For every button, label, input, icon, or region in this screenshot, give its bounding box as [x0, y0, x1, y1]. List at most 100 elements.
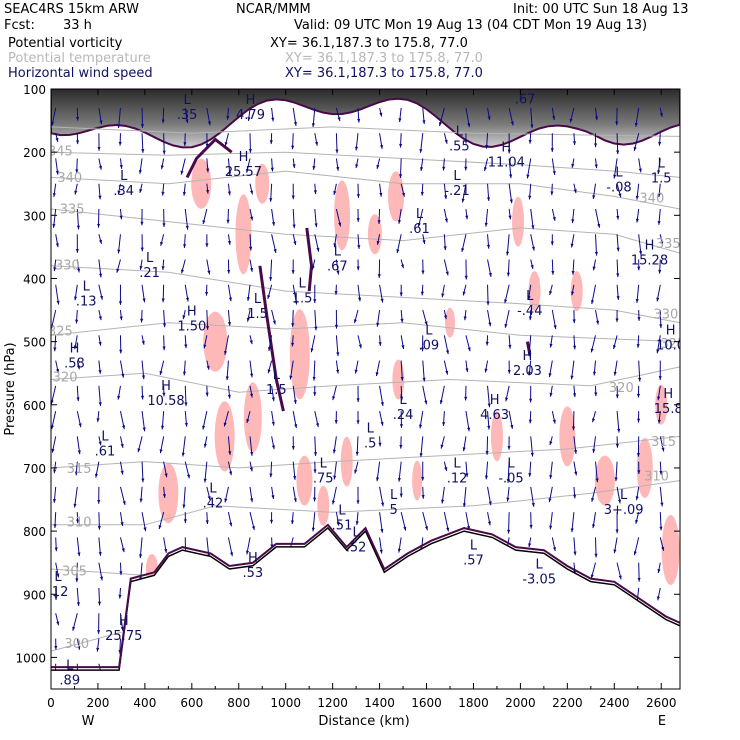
wind-vector-503 — [634, 107, 640, 127]
vector-head — [250, 267, 254, 272]
vector-head — [661, 546, 665, 551]
wind-vector-315 — [400, 360, 404, 381]
wind-vector-207 — [267, 284, 273, 300]
plot-frame — [50, 88, 681, 690]
wind-vector-227 — [291, 335, 295, 347]
vector-head — [161, 191, 165, 196]
wind-vector-16 — [53, 512, 57, 529]
wind-vector-238 — [312, 158, 316, 170]
wind-vector-318 — [399, 436, 403, 449]
x-tick-label-0: 0 — [47, 696, 55, 710]
x-tick-label-6: 1200 — [317, 696, 348, 710]
extremum-value: .35 — [177, 108, 198, 123]
vector-head — [159, 449, 163, 454]
wind-vector-176 — [223, 410, 229, 427]
wind-vector-310 — [396, 234, 402, 254]
wind-vector-398 — [506, 259, 510, 277]
vector-head — [487, 116, 491, 121]
vector-head — [51, 448, 55, 453]
wind-vector-32 — [73, 335, 78, 350]
wind-shade-12 — [512, 196, 525, 247]
wind-vector-269 — [335, 512, 340, 526]
vector-head — [205, 291, 209, 296]
wind-vector-323 — [422, 107, 426, 125]
vector-head — [417, 222, 421, 227]
wind-vector-451 — [570, 234, 575, 248]
vector-head — [527, 371, 532, 376]
extremum-value: 15.8 — [654, 402, 683, 417]
vector-head — [657, 193, 661, 198]
vector-head — [250, 498, 254, 503]
vector-head — [141, 149, 145, 153]
wind-vector-141 — [181, 436, 186, 457]
vector-head — [488, 501, 492, 506]
field-name-pv: Potential vorticity — [8, 36, 123, 51]
extremum-type: L — [453, 456, 461, 471]
vector-head — [421, 476, 425, 481]
pv-contour-3 — [185, 137, 233, 179]
vector-head — [182, 504, 186, 509]
vector-head — [119, 349, 123, 354]
wind-vector-538 — [659, 486, 664, 507]
extremum-value: 1.50 — [177, 320, 206, 335]
vector-head — [380, 144, 384, 149]
wind-vector-114 — [162, 208, 166, 228]
vector-head — [159, 371, 163, 375]
wind-vector-155 — [203, 335, 208, 349]
vector-head — [142, 427, 146, 432]
wind-vector-113 — [161, 183, 165, 196]
vector-head — [313, 190, 317, 195]
wind-vector-112 — [160, 158, 165, 170]
vector-head — [507, 529, 511, 534]
vector-head — [549, 441, 553, 446]
wind-vector-13 — [51, 436, 57, 453]
vector-head — [271, 421, 275, 426]
vector-head — [487, 425, 491, 430]
vector-head — [573, 189, 577, 194]
extremum-value: 3+.09 — [604, 503, 644, 518]
extremum-type: H — [663, 387, 673, 402]
wind-vector-362 — [465, 208, 469, 220]
wind-vector-364 — [464, 259, 468, 280]
wind-vector-275 — [357, 234, 361, 249]
wind-vector-373 — [462, 486, 467, 508]
wind-vector-363 — [461, 234, 467, 253]
wind-vector-213 — [271, 436, 275, 450]
vector-head — [616, 215, 620, 220]
wind-vector-170 — [227, 259, 231, 274]
wind-vector-131 — [182, 183, 186, 196]
vector-head — [119, 164, 123, 169]
wind-vector-360 — [464, 158, 468, 171]
wind-vector-440 — [551, 410, 556, 424]
vector-head — [549, 525, 553, 530]
vector-head — [78, 423, 82, 428]
wind-vector-408 — [507, 512, 511, 534]
x-tick-label-8: 1600 — [411, 696, 442, 710]
vector-head — [590, 574, 594, 579]
y-tick-label-7: 800 — [23, 525, 46, 539]
wind-vector-353 — [442, 411, 446, 426]
wind-vector-216 — [269, 512, 274, 524]
wind-vector-425 — [530, 486, 535, 507]
extremum-value: .34 — [113, 184, 134, 199]
extremum-type: L — [507, 456, 515, 471]
vector-head — [227, 321, 232, 326]
wind-vector-42 — [76, 587, 80, 607]
wind-vector-4 — [52, 208, 57, 228]
vector-head — [52, 223, 56, 228]
wind-vector-493 — [612, 335, 618, 350]
vector-head — [315, 423, 320, 428]
vector-head — [184, 402, 188, 407]
wind-vector-381 — [487, 259, 492, 277]
wind-vector-462 — [570, 512, 575, 533]
vector-head — [358, 344, 362, 349]
wind-vector-387 — [487, 411, 491, 430]
vector-head — [484, 222, 488, 227]
wind-vector-276 — [356, 259, 360, 271]
vector-head — [184, 344, 188, 349]
vector-head — [250, 190, 254, 195]
vector-head — [616, 273, 620, 278]
wind-vector-278 — [353, 309, 359, 324]
vector-head — [639, 250, 643, 255]
wind-vector-38 — [73, 486, 78, 508]
